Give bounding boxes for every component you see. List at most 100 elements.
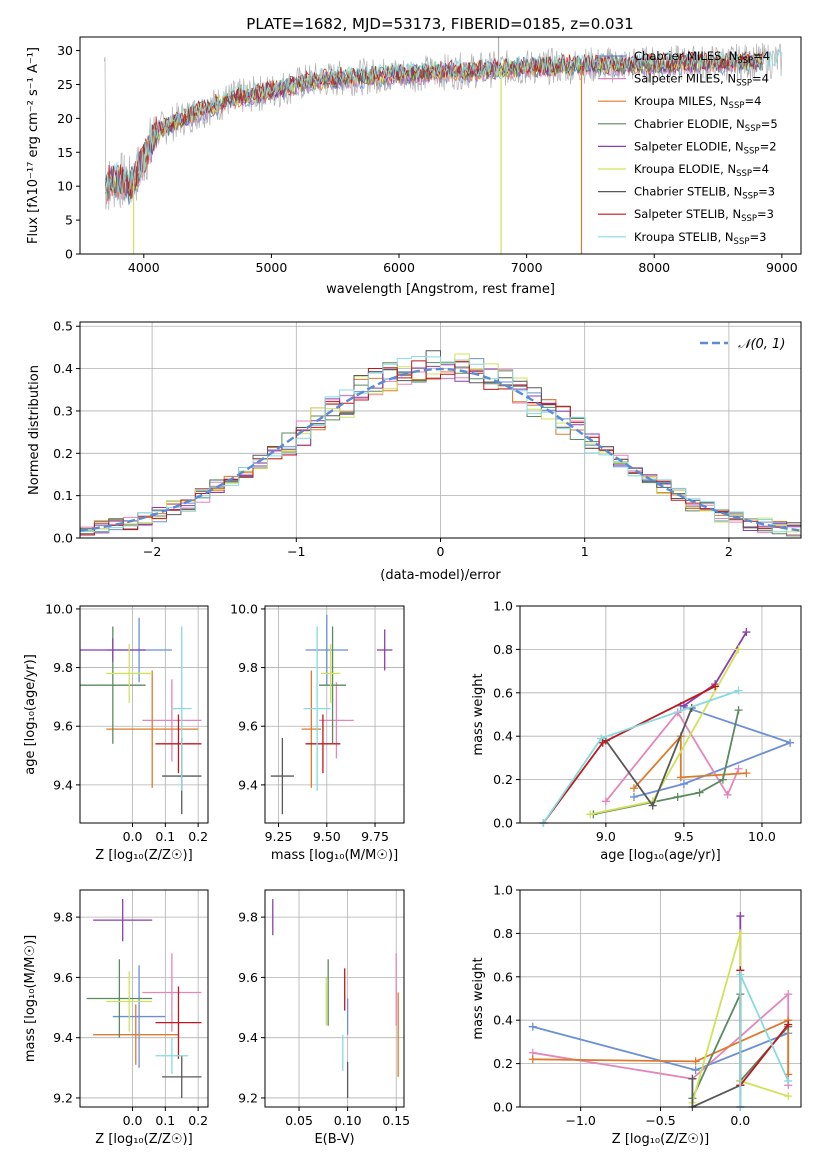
y-tick-label: 20 [57, 111, 73, 126]
y-tick-label: 0.4 [493, 1013, 513, 1028]
x-tick-label: −1.0 [565, 1113, 595, 1128]
weight-point-marker [598, 738, 607, 747]
legend-label-sub: SSP [734, 237, 750, 247]
y-tick-label: 0.4 [493, 729, 513, 744]
weight-point-marker [734, 686, 743, 695]
legend-label-sub: SSP [741, 214, 757, 224]
x-tick-label: 2 [725, 544, 733, 559]
normal-reference-curve [80, 367, 801, 532]
legend-label-count: =3 [749, 230, 766, 244]
weight-point-marker [688, 1074, 697, 1083]
x-axis-label: age [log₁₀(age/yr)] [600, 848, 721, 863]
histogram-step-line [80, 356, 801, 538]
weight-point-marker [673, 792, 682, 801]
weight-point-marker [597, 734, 606, 743]
y-axis-label: mass weight [471, 957, 486, 1039]
y-tick-label: 0.5 [53, 319, 73, 334]
age_vs_mass-frame [264, 605, 405, 824]
x-axis-label: Z [log₁₀(Z/Z☉)] [95, 1132, 192, 1147]
y-tick-label: 9.6 [53, 719, 73, 734]
weight-point-marker [629, 784, 638, 793]
y-tick-label: 9.8 [238, 660, 258, 675]
y-tick-label: 9.8 [53, 910, 73, 925]
x-tick-label: 8000 [638, 260, 670, 275]
y-tick-label: 30 [57, 43, 73, 58]
weight-point-marker [736, 929, 745, 938]
weight-point-marker [679, 779, 688, 788]
weight-point-marker [695, 788, 704, 797]
legend-label-name: Kroupa STELIB, N [634, 230, 734, 244]
y-tick-label: 9.6 [238, 970, 258, 985]
y-tick-label: 9.8 [238, 910, 258, 925]
x-tick-label: 0.0 [123, 1113, 143, 1128]
mass-vs-extinction-panel: 0.05 0.10 0.15 9.2 9.4 9.6 9.8 E(B-V) [238, 889, 410, 1147]
legend-label-count: =3 [758, 185, 775, 199]
weight-point-marker [736, 970, 745, 979]
x-tick-label: 7000 [511, 260, 543, 275]
legend-label: Chabrier MILES, NSSP=4 [634, 49, 770, 66]
legend-label-count: =5 [761, 117, 778, 131]
legend-label-count: =2 [760, 139, 777, 153]
x-tick-label: 9.0 [596, 829, 616, 844]
x-tick-label: 6000 [383, 260, 415, 275]
legend-label-sub: SSP [736, 79, 752, 89]
y-tick-label: 1.0 [493, 883, 513, 898]
y-axis-label: age [log₁₀(age/yr)] [23, 654, 38, 775]
weight-series-line [605, 710, 740, 802]
x-tick-label: 0.1 [155, 829, 175, 844]
legend-label-name: Chabrier MILES, N [634, 49, 737, 63]
weight_vs_age-frame [519, 605, 802, 824]
legend-label-sub: SSP [742, 192, 758, 202]
x-tick-label: −0.5 [645, 1113, 675, 1128]
weight-series-line [683, 631, 748, 707]
y-tick-label: 9.4 [238, 777, 258, 792]
legend-label-sub: SSP [744, 146, 760, 156]
legend-label: 𝒩(0, 1) [738, 337, 785, 352]
x-axis-label: wavelength [Angstrom, rest frame] [326, 282, 555, 297]
legend-label: Kroupa MILES, NSSP=4 [634, 94, 761, 111]
x-tick-label: 0.2 [188, 829, 208, 844]
x-tick-label: 5000 [256, 260, 288, 275]
y-tick-label: 0.8 [493, 926, 513, 941]
legend-label-count: =3 [757, 207, 774, 221]
legend-label-sub: SSP [729, 101, 745, 111]
weight-point-marker [734, 764, 743, 773]
legend-label: Salpeter STELIB, NSSP=3 [634, 207, 774, 224]
weight-point-marker [586, 810, 595, 819]
legend-label-sub: SSP [745, 124, 761, 134]
x-tick-label: 0 [437, 544, 445, 559]
mass-weight-vs-age-panel: 9.0 9.5 10.0 0.0 0.2 0.4 0.6 0.8 1.0 age [log₁₀(a… [471, 599, 802, 863]
y-tick-label: 9.6 [238, 719, 258, 734]
y-tick-label: 0.0 [493, 816, 513, 831]
x-tick-label: 1 [581, 544, 589, 559]
y-tick-label: 1.0 [493, 599, 513, 614]
x-tick-label: 9.5 [674, 829, 694, 844]
x-axis-label: Z [log₁₀(Z/Z☉)] [612, 1132, 709, 1147]
figure-title: PLATE=1682, MJD=53173, FIBERID=0185, z=0… [246, 15, 633, 33]
y-tick-label: 0.2 [493, 772, 513, 787]
y-tick-label: 10.0 [230, 601, 258, 616]
weight-point-marker [742, 628, 751, 637]
legend-label: Kroupa ELODIE, NSSP=4 [634, 162, 769, 179]
y-tick-label: 25 [57, 77, 73, 92]
x-tick-label: 0.0 [123, 829, 143, 844]
legend-label-name: Chabrier STELIB, N [634, 185, 742, 199]
weight-point-marker [723, 790, 732, 799]
x-tick-label: 0.10 [334, 1113, 362, 1128]
y-axis-label: Flux [fλ10⁻¹⁷ erg cm⁻² s⁻¹ A⁻¹] [26, 47, 41, 244]
y-tick-label: 0.6 [493, 685, 513, 700]
legend-label: Kroupa STELIB, NSSP=3 [634, 230, 766, 247]
y-tick-label: 10 [57, 179, 73, 194]
y-tick-label: 0 [65, 247, 73, 262]
y-tick-label: 9.4 [238, 1030, 258, 1045]
weight-point-marker [734, 645, 743, 654]
weight_vs_Z-frame [519, 889, 802, 1108]
x-tick-label: 4000 [128, 260, 160, 275]
mass-vs-metallicity-panel: 0.0 0.1 0.2 9.2 9.4 9.6 9.8 Z [log₁₀(Z/Z☉)] mass… [23, 889, 209, 1147]
x-tick-label: 9.75 [361, 829, 389, 844]
model-spectrum-line [105, 49, 782, 199]
weight-point-marker [648, 801, 657, 810]
legend-label: Chabrier ELODIE, NSSP=5 [634, 117, 778, 134]
